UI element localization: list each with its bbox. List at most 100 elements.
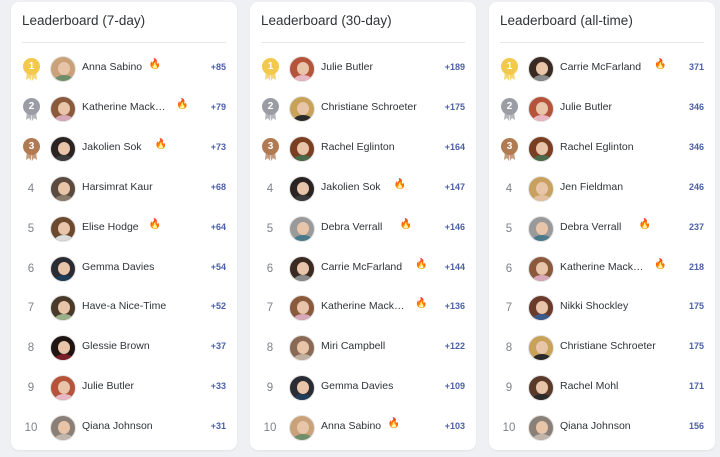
user-name[interactable]: Gemma Davies	[321, 380, 394, 393]
leaderboard-row[interactable]: 8 Glessie Brown +37	[11, 328, 237, 368]
leaderboard-row[interactable]: 6 Gemma Davies +54	[11, 249, 237, 289]
leaderboard-row[interactable]: 3 Jakolien Sok 🔥 +73	[11, 129, 237, 169]
avatar[interactable]	[528, 215, 554, 242]
rank-number: 5	[27, 222, 35, 235]
user-name[interactable]: Anna Sabino	[82, 61, 143, 73]
leaderboard-row[interactable]: 4 Jen Fieldman 246	[489, 169, 715, 209]
leaderboard-row[interactable]: 10 Qiana Johnson +31	[11, 408, 237, 448]
avatar[interactable]	[50, 415, 76, 442]
user-name[interactable]: Elise Hodge	[82, 220, 139, 233]
user-name[interactable]: Have-a Nice-Time	[82, 300, 167, 313]
avatar[interactable]	[289, 135, 315, 162]
avatar[interactable]	[289, 56, 315, 82]
user-name[interactable]: Christiane Schroeter	[321, 100, 417, 113]
avatar[interactable]	[528, 255, 554, 282]
avatar[interactable]	[289, 295, 315, 322]
leaderboard-row[interactable]: 5 Elise Hodge 🔥 +64	[11, 209, 237, 249]
avatar[interactable]	[289, 95, 315, 122]
user-name[interactable]: Anna Sabino	[321, 420, 382, 433]
avatar[interactable]	[289, 335, 315, 362]
avatar[interactable]	[50, 175, 76, 202]
leaderboard-row[interactable]: 9 Gemma Davies +109	[250, 368, 476, 408]
user-name[interactable]: Rachel Eglinton	[321, 140, 395, 153]
leaderboard-row[interactable]: 10 Qiana Johnson 156	[489, 408, 715, 448]
title-divider	[500, 42, 704, 43]
leaderboard-row[interactable]: 2 Christiane Schroeter +175	[250, 89, 476, 129]
leaderboard-row[interactable]: 1 Carrie McFarland 🔥 371	[489, 49, 715, 89]
avatar[interactable]	[528, 415, 554, 442]
avatar[interactable]	[289, 175, 315, 202]
leaderboard-row[interactable]: 8 Miri Campbell +122	[250, 328, 476, 368]
avatar[interactable]	[528, 95, 554, 122]
avatar[interactable]	[50, 375, 76, 402]
leaderboard-row[interactable]: 4 Jakolien Sok 🔥 +147	[250, 169, 476, 209]
leaderboard-row[interactable]: 2 Julie Butler 346	[489, 89, 715, 129]
user-name[interactable]: Carrie McFarland	[321, 260, 403, 273]
avatar[interactable]	[289, 415, 315, 442]
user-name[interactable]: Glessie Brown	[82, 340, 150, 353]
leaderboard-row[interactable]: 5 Debra Verrall 🔥 +146	[250, 209, 476, 249]
leaderboard-row[interactable]: 3 Rachel Eglinton +164	[250, 129, 476, 169]
leaderboard-row[interactable]: 7 Katherine Mack… 🔥 +136	[250, 288, 476, 328]
user-name[interactable]: Julie Butler	[560, 100, 612, 113]
user-name[interactable]: Jen Fieldman	[560, 180, 624, 193]
score-value: +33	[210, 381, 226, 392]
avatar[interactable]	[50, 335, 76, 362]
leaderboard-row[interactable]: 7 Nikki Shockley 175	[489, 288, 715, 328]
avatar[interactable]	[528, 135, 554, 162]
avatar[interactable]	[50, 255, 76, 282]
user-name[interactable]: Julie Butler	[321, 61, 373, 73]
avatar[interactable]	[50, 215, 76, 242]
avatar[interactable]	[50, 295, 76, 322]
user-name[interactable]: Julie Butler	[82, 380, 134, 393]
avatar-face	[58, 221, 70, 235]
user-name[interactable]: Qiana Johnson	[82, 420, 153, 433]
user-name[interactable]: Debra Verrall	[560, 220, 622, 233]
avatar[interactable]	[528, 295, 554, 322]
avatar-face	[58, 62, 70, 75]
avatar[interactable]	[289, 215, 315, 242]
leaderboard-row[interactable]: 6 Carrie McFarland 🔥 +144	[250, 249, 476, 289]
leaderboard-row[interactable]: 4 Harsimrat Kaur +68	[11, 169, 237, 209]
leaderboard-row[interactable]: 2 Katherine Mack… 🔥 +79	[11, 89, 237, 129]
leaderboard-row[interactable]: 3 Rachel Eglinton 346	[489, 129, 715, 169]
leaderboard-row[interactable]: 1 Anna Sabino 🔥 +85	[11, 49, 237, 89]
leaderboard-row[interactable]: 6 Katherine Mack… 🔥 218	[489, 249, 715, 289]
avatar-face	[536, 101, 548, 115]
medal-icon: 1	[262, 58, 279, 82]
avatar[interactable]	[528, 56, 554, 82]
user-name[interactable]: Miri Campbell	[321, 340, 386, 353]
leaderboard-row[interactable]: 10 Anna Sabino 🔥 +103	[250, 408, 476, 448]
leaderboard-row[interactable]: 7 Have-a Nice-Time +52	[11, 288, 237, 328]
leaderboard-row[interactable]: 8 Christiane Schroeter 175	[489, 328, 715, 368]
user-name[interactable]: Qiana Johnson	[560, 420, 631, 433]
user-name[interactable]: Jakolien Sok	[82, 140, 142, 153]
avatar[interactable]	[289, 375, 315, 402]
rank-number: 7	[505, 302, 513, 315]
leaderboard-card: Leaderboard (7-day) 1 Anna Sabino 🔥 +85 2 Kath…	[11, 2, 237, 450]
user-name[interactable]: Carrie McFarland	[560, 61, 642, 73]
leaderboard-row[interactable]: 9 Rachel Mohl 171	[489, 368, 715, 408]
avatar[interactable]	[528, 375, 554, 402]
user-name[interactable]: Jakolien Sok	[321, 180, 381, 193]
user-name[interactable]: Katherine Mack…	[82, 100, 166, 113]
leaderboard-row[interactable]: 1 Julie Butler +189	[250, 49, 476, 89]
avatar[interactable]	[50, 56, 76, 82]
avatar[interactable]	[289, 255, 315, 282]
user-name[interactable]: Nikki Shockley	[560, 300, 629, 313]
user-name[interactable]: Rachel Eglinton	[560, 140, 634, 153]
avatar[interactable]	[50, 95, 76, 122]
user-name[interactable]: Debra Verrall	[321, 220, 383, 233]
user-name[interactable]: Christiane Schroeter	[560, 340, 656, 353]
user-name[interactable]: Rachel Mohl	[560, 380, 619, 393]
leaderboard-row[interactable]: 9 Julie Butler +33	[11, 368, 237, 408]
leaderboard-row[interactable]: 5 Debra Verrall 🔥 237	[489, 209, 715, 249]
user-name[interactable]: Harsimrat Kaur	[82, 180, 153, 193]
user-name[interactable]: Katherine Mack…	[321, 300, 405, 313]
rank-number: 6	[505, 262, 513, 275]
user-name[interactable]: Gemma Davies	[82, 260, 155, 273]
avatar[interactable]	[50, 135, 76, 162]
user-name[interactable]: Katherine Mack…	[560, 260, 644, 273]
avatar[interactable]	[528, 175, 554, 202]
avatar[interactable]	[528, 335, 554, 362]
